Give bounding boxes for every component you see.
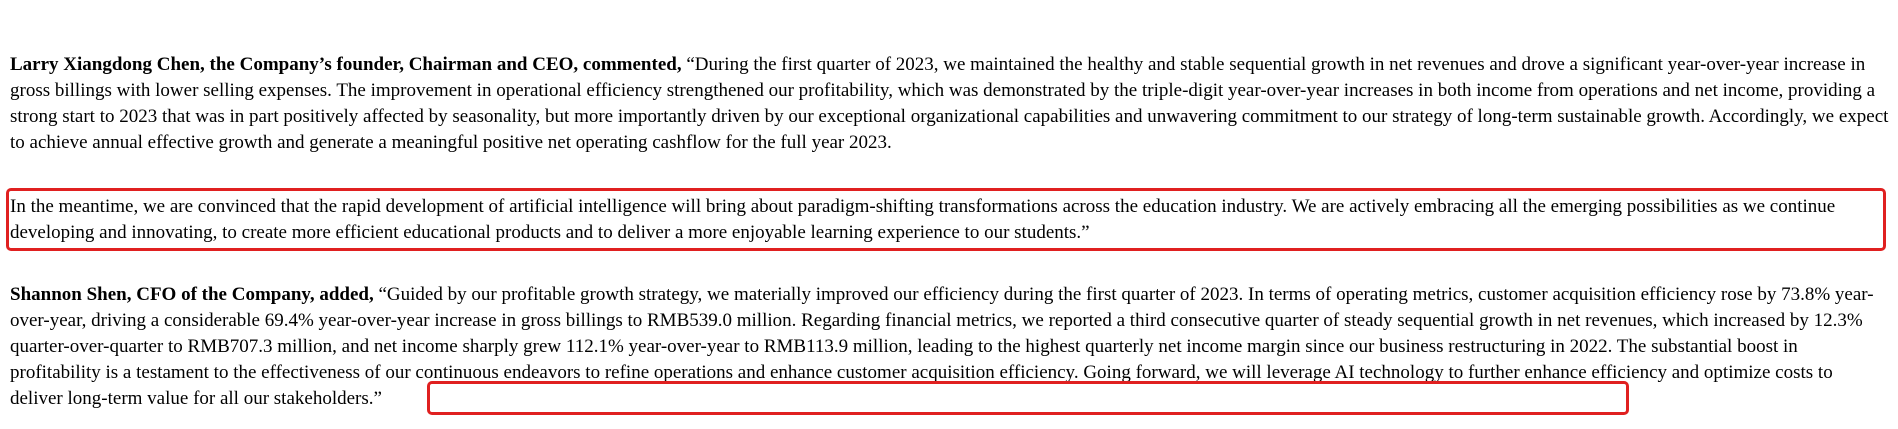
speaker-ceo: Larry Xiangdong Chen, the Company’s foun… xyxy=(10,54,682,75)
paragraph-cfo-comment: Shannon Shen, CFO of the Company, added,… xyxy=(10,282,1890,412)
speaker-cfo: Shannon Shen, CFO of the Company, added, xyxy=(10,284,374,305)
paragraph-text: In the meantime, we are convinced that t… xyxy=(10,196,1836,243)
paragraph-ai-outlook: In the meantime, we are convinced that t… xyxy=(10,194,1890,246)
paragraph-ceo-comment: Larry Xiangdong Chen, the Company’s foun… xyxy=(10,52,1890,156)
paragraph-text: “Guided by our profitable growth strateg… xyxy=(10,284,1874,383)
paragraph-text: “During the first quarter of 2023, we ma… xyxy=(10,54,1889,153)
highlighted-text: we will leverage AI technology to furthe… xyxy=(10,362,1833,409)
